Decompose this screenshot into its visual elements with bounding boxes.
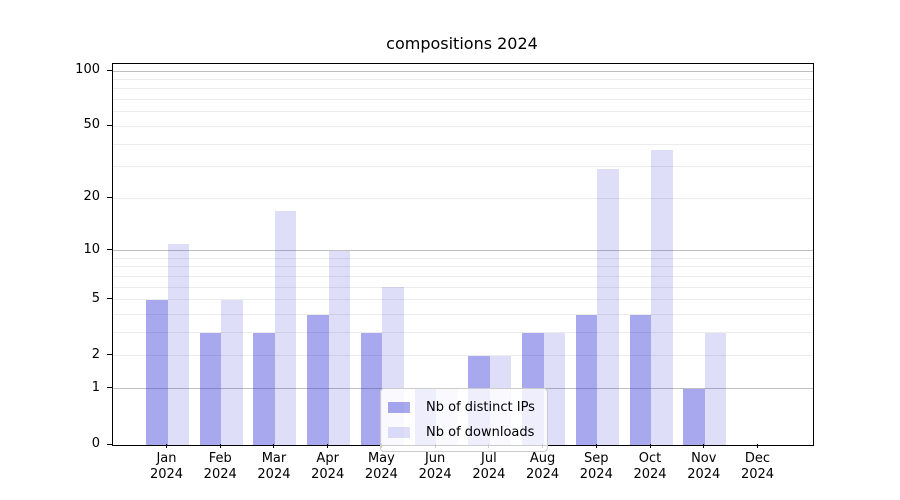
y-tick-label-5: 5 [91, 290, 100, 306]
bar-jan-downloads [167, 243, 189, 445]
bar-feb-distinct-ips [199, 332, 222, 445]
bar-oct-distinct-ips [629, 314, 652, 445]
x-tick-label-dec: Dec 2024 [740, 451, 775, 482]
bar-oct-downloads [651, 150, 673, 445]
x-tick-mar [273, 444, 275, 448]
x-tick-label-jul: Jul 2024 [472, 451, 506, 482]
chart-title: compositions 2024 [386, 34, 538, 53]
legend-item-downloads: Nb of downloads [388, 420, 535, 445]
x-tick-dec [757, 444, 758, 448]
gridline-6 [113, 286, 813, 288]
legend-swatch-downloads-icon [388, 427, 410, 438]
legend-swatch-distinct-ips-icon [388, 402, 410, 413]
gridline-10 [113, 250, 813, 252]
gridline-30 [113, 166, 813, 168]
x-tick-label-jun: Jun 2024 [418, 451, 452, 482]
legend-item-distinct-ips: Nb of distinct IPs [388, 395, 535, 420]
x-tick-label-apr: Apr 2024 [311, 451, 345, 482]
x-tick-feb [219, 444, 221, 448]
y-tick-label-1: 1 [91, 379, 100, 395]
y-tick-2 [107, 354, 112, 356]
bar-mar-downloads [274, 210, 297, 445]
x-tick-label-mar: Mar 2024 [257, 451, 291, 482]
bar-nov-downloads [704, 332, 727, 445]
bar-apr-downloads [328, 250, 351, 445]
x-tick-label-aug: Aug 2024 [526, 451, 560, 482]
legend-label-distinct-ips: Nb of distinct IPs [426, 400, 535, 415]
gridline-2 [113, 355, 813, 357]
x-tick-sep [595, 444, 597, 448]
y-tick-100 [107, 69, 112, 71]
gridline-3 [113, 332, 813, 334]
y-tick-label-0: 0 [91, 436, 100, 451]
gridline-80 [113, 88, 813, 90]
x-tick-label-sep: Sep 2024 [579, 451, 613, 482]
bar-apr-distinct-ips [307, 314, 329, 445]
plot-area: Nb of distinct IPs Nb of downloads [112, 63, 814, 452]
bar-mar-distinct-ips [253, 332, 275, 445]
gridline-40 [113, 143, 813, 145]
gridline-90 [113, 78, 813, 80]
bar-sep-downloads [597, 169, 619, 445]
gridline-7 [113, 275, 813, 277]
gridline-4 [113, 314, 813, 316]
bar-nov-distinct-ips [683, 388, 705, 445]
y-tick-label-50: 50 [83, 117, 100, 133]
gridline-60 [113, 111, 813, 113]
gridline-50 [113, 125, 813, 127]
bar-may-distinct-ips [360, 332, 383, 445]
x-tick-apr [327, 444, 329, 448]
gridline-9 [113, 257, 813, 259]
legend-label-downloads: Nb of downloads [426, 425, 535, 440]
gridline-5 [113, 299, 813, 301]
bar-feb-downloads [221, 299, 243, 445]
x-tick-jan [166, 444, 167, 448]
y-tick-label-2: 2 [91, 346, 100, 362]
gridline-8 [113, 266, 813, 268]
y-tick-label-10: 10 [83, 241, 100, 257]
x-tick-label-jan: Jan 2024 [149, 451, 184, 482]
y-tick-50 [107, 124, 112, 126]
bar-sep-distinct-ips [575, 314, 598, 445]
y-tick-20 [107, 196, 112, 198]
x-tick-oct [649, 444, 651, 448]
legend: Nb of distinct IPs Nb of downloads [380, 388, 548, 452]
y-tick-0 [107, 443, 112, 445]
bar-aug-downloads [543, 332, 566, 445]
gridline-70 [113, 99, 813, 101]
x-tick-nov [703, 444, 705, 448]
gridline-100 [113, 70, 813, 72]
y-tick-label-100: 100 [75, 62, 100, 78]
gridline-20 [113, 197, 813, 199]
y-tick-5 [107, 298, 112, 300]
x-tick-label-nov: Nov 2024 [687, 451, 721, 482]
y-tick-1 [107, 387, 112, 389]
y-tick-label-20: 20 [83, 189, 100, 205]
y-tick-10 [107, 249, 112, 251]
bar-jan-distinct-ips [146, 299, 168, 445]
x-tick-label-oct: Oct 2024 [633, 451, 667, 482]
x-tick-label-feb: Feb 2024 [203, 451, 237, 482]
x-tick-label-may: May 2024 [364, 451, 398, 482]
